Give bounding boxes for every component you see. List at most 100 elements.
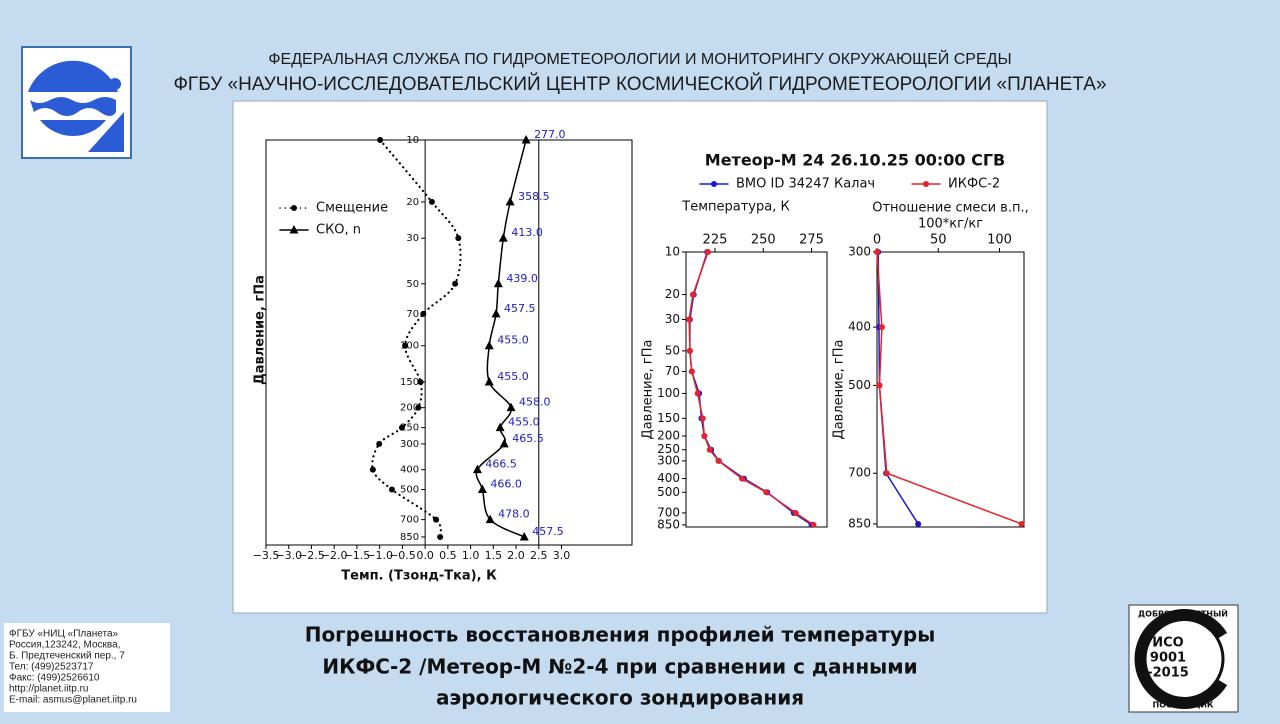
- contact-line: E-mail: asmus@planet.iitp.ru: [9, 695, 137, 706]
- x-axis-label: Отношение смеси в.п.,: [872, 201, 1028, 216]
- y-tick-label: 250: [657, 442, 680, 456]
- contact-box: [4, 623, 170, 712]
- x-tick-label: 225: [703, 233, 728, 248]
- data-point: [705, 249, 712, 255]
- contact-line: Россия,123242, Москва,: [9, 640, 120, 651]
- header-line: ФГБУ «НАУЧНО-ИССЛЕДОВАТЕЛЬСКИЙ ЦЕНТР КОС…: [173, 73, 1106, 95]
- data-point: [715, 457, 722, 464]
- plot-frame: [265, 139, 633, 546]
- data-point: [484, 340, 494, 350]
- contact-line: Б. Предтеченский пер., 7: [9, 651, 125, 662]
- header-line: ФЕДЕРАЛЬНАЯ СЛУЖБА ПО ГИДРОМЕТЕОРОЛОГИИ …: [268, 49, 1011, 68]
- contact-line: ФГБУ «НИЦ «Планета»: [9, 629, 119, 640]
- contact-line: http://planet.iitp.ru: [9, 684, 89, 695]
- certificate: ДОБРОСОВЕСТНЫЙ ИСО 9001 -2015 ПОСТАВЩИК: [1128, 604, 1239, 713]
- point-label: 277.0: [534, 128, 566, 141]
- x-tick-label: 0.5: [439, 549, 457, 562]
- y-tick-label: 70: [406, 309, 419, 320]
- caption-line: аэрологического зондирования: [436, 686, 804, 710]
- point-label: 466.0: [490, 478, 521, 491]
- y-tick-label: 500: [657, 485, 680, 499]
- y-tick-label: 10: [665, 245, 680, 259]
- data-point: [876, 382, 883, 389]
- data-point: [810, 521, 817, 528]
- data-point: [686, 347, 693, 354]
- y-tick-label: 700: [400, 515, 419, 526]
- y-tick-label: 850: [848, 516, 871, 530]
- data-point: [415, 404, 422, 411]
- chart-panel: [232, 100, 1048, 614]
- x-tick-label: −1.0: [366, 549, 393, 562]
- x-tick-label: 1.0: [462, 549, 480, 562]
- logo: [21, 46, 132, 159]
- x-tick-label: −1.5: [344, 549, 371, 562]
- data-point: [417, 378, 424, 385]
- legend-label: ИКФС-2: [948, 177, 1000, 192]
- y-tick-label: 100: [400, 341, 419, 352]
- legend-label: СКО, n: [316, 223, 361, 238]
- y-tick-label: 250: [400, 423, 419, 434]
- y-tick-label: 500: [848, 378, 871, 392]
- cert-text: -2015: [1147, 666, 1189, 681]
- data-point: [706, 446, 713, 453]
- point-label: 455.0: [497, 334, 529, 347]
- data-point: [398, 424, 405, 431]
- y-tick-label: 70: [665, 364, 680, 378]
- y-tick-label: 700: [657, 505, 680, 519]
- data-point: [485, 514, 495, 524]
- y-tick-label: 20: [406, 197, 419, 208]
- point-label: 478.0: [498, 508, 530, 521]
- x-tick-label: 50: [930, 233, 947, 248]
- y-axis-label: Давление, гПа: [832, 340, 847, 440]
- data-point: [491, 308, 501, 318]
- data-point: [477, 484, 487, 494]
- data-point: [519, 531, 529, 541]
- data-point: [874, 249, 880, 255]
- data-point: [878, 324, 885, 331]
- point-label: 439.0: [506, 272, 538, 285]
- x-tick-label: 100: [987, 233, 1012, 248]
- cert-text: ПОСТАВЩИК: [1153, 701, 1214, 710]
- y-tick-label: 400: [400, 465, 419, 476]
- x-tick-label: 275: [799, 233, 824, 248]
- data-point: [792, 509, 799, 516]
- data-point: [455, 235, 462, 242]
- data-point: [493, 278, 503, 288]
- x-tick-label: −3.0: [275, 549, 302, 562]
- x-tick-label: 0: [873, 233, 881, 248]
- y-axis-label: Давление, гПа: [641, 340, 656, 440]
- data-point: [498, 233, 508, 242]
- data-point: [1018, 520, 1025, 527]
- data-point: [521, 135, 531, 144]
- legend-marker: [289, 225, 299, 234]
- contact-line: Факс: (499)2526610: [9, 673, 100, 684]
- caption-line: Погрешность восстановления профилей темп…: [305, 623, 936, 647]
- y-tick-label: 150: [400, 377, 419, 388]
- chart-title: Метеор-М 24 26.10.25 00:00 СГВ: [705, 151, 1005, 170]
- data-point: [506, 402, 516, 412]
- point-label: 455.0: [508, 416, 539, 429]
- data-point: [428, 198, 435, 205]
- data-point: [437, 533, 444, 540]
- y-tick-label: 400: [848, 320, 871, 334]
- data-point: [495, 422, 505, 432]
- plot-frame: [876, 251, 1025, 528]
- point-label: 358.5: [518, 190, 550, 203]
- point-label: 458.0: [519, 396, 551, 409]
- legend-marker: [711, 181, 717, 187]
- cert-text: 9001: [1150, 651, 1186, 666]
- y-tick-label: 400: [657, 471, 680, 485]
- x-tick-label: −2.5: [298, 549, 325, 562]
- x-tick-label: −2.0: [321, 549, 348, 562]
- y-tick-label: 200: [657, 428, 680, 442]
- point-label: 457.5: [532, 525, 564, 538]
- y-tick-label: 300: [400, 439, 419, 450]
- y-tick-label: 30: [665, 312, 680, 326]
- data-point: [433, 516, 440, 523]
- data-point: [484, 376, 494, 386]
- x-tick-label: 2.5: [530, 549, 548, 562]
- y-tick-label: 20: [665, 287, 680, 301]
- y-tick-label: 300: [848, 245, 871, 259]
- point-label: 455.0: [497, 370, 529, 383]
- y-tick-label: 50: [406, 279, 419, 290]
